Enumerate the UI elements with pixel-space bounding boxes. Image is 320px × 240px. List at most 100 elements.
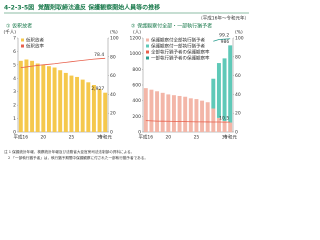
bar — [216, 117, 221, 132]
bar — [166, 94, 171, 132]
y-tick-label: 5 — [13, 62, 16, 68]
bar — [103, 92, 108, 132]
y-tick-label: 4 — [13, 76, 16, 82]
x-tick-label: 平成16 — [13, 134, 28, 141]
y2-tick-label: 20 — [235, 111, 241, 117]
y-tick-label: 200 — [132, 114, 141, 120]
bar — [69, 75, 74, 132]
legend-label: 仮釈放率 — [26, 43, 44, 50]
bar — [58, 70, 63, 132]
y2-tick-label: 0 — [110, 130, 113, 136]
y-tick-label: 0 — [138, 130, 141, 136]
legend-swatch — [21, 44, 24, 48]
bar — [46, 66, 51, 132]
note: 注 1 保護統計年報，検察統計年報及び法務省大臣官房司法法制部の資料による。 — [4, 149, 134, 154]
bar — [80, 79, 85, 132]
legend-swatch — [21, 38, 24, 42]
bar — [24, 59, 29, 132]
bar — [183, 96, 188, 132]
bar — [200, 100, 205, 132]
y-tick-label: 1200 — [130, 36, 142, 42]
bar — [18, 60, 23, 133]
bar — [155, 91, 160, 132]
y2-tick-label: 60 — [235, 73, 241, 79]
legend-label: 保護観察付全部執行猶予者 — [151, 37, 205, 44]
bar — [177, 95, 182, 132]
y2-tick-label: 20 — [110, 111, 116, 117]
x-tick-label: 25 — [194, 135, 200, 141]
legend-swatch — [146, 38, 149, 42]
y2-tick-label: 80 — [110, 54, 116, 60]
panel-title: ① 仮釈放者 — [6, 23, 32, 30]
y-tick-label: 2 — [13, 103, 16, 109]
bar — [97, 89, 102, 132]
y-tick-label: 3 — [13, 89, 16, 95]
y-tick-label: 800 — [132, 67, 141, 73]
bar — [171, 95, 176, 132]
y2-tick-label: 40 — [110, 92, 116, 98]
value-label: 986 — [221, 39, 230, 45]
y2-tick-label: 0 — [235, 130, 238, 136]
y-tick-label: 1 — [13, 116, 16, 122]
bar — [211, 78, 216, 109]
bar — [205, 102, 210, 132]
legend-swatch — [146, 50, 149, 54]
legend-label: 全部執行猶予者の保護観察率 — [151, 49, 210, 56]
value-label: 10.5 — [219, 116, 229, 122]
bar — [52, 67, 57, 132]
bar — [228, 45, 233, 123]
x-tick-label: 25 — [69, 135, 75, 141]
panel-title: ② 保護観察付全部・一部執行猶予者 — [131, 23, 212, 30]
y-tick-label: 400 — [132, 98, 141, 104]
period: （平成16年～令和元年） — [198, 15, 249, 22]
bar — [91, 85, 96, 132]
legend-swatch — [146, 56, 149, 60]
bar — [188, 98, 193, 132]
y-tick-label: 6 — [13, 49, 16, 55]
value-label: 2,927 — [91, 86, 104, 92]
figure-title: 覚醒剤取締法違反 保護観察開始人員等の推移 — [37, 4, 160, 12]
y2-tick-label: 40 — [235, 92, 241, 98]
legend-label: 一部執行猶予者の保護観察率 — [151, 55, 210, 62]
y2-axis-label: (%) — [110, 30, 118, 36]
value-label: 78.4 — [94, 52, 104, 58]
bar — [75, 76, 80, 132]
legend-label: 保護観察付一部執行猶予者 — [151, 43, 205, 50]
y2-tick-label: 100 — [110, 36, 119, 42]
bar — [149, 89, 154, 132]
x-tick-label: 30 — [222, 135, 228, 141]
bar — [194, 99, 199, 132]
x-tick-label: 20 — [165, 135, 171, 141]
bar — [63, 72, 68, 132]
figure-number: 4-2-3-5図 — [4, 4, 34, 12]
bar — [86, 82, 91, 132]
x-tick-label: 30 — [97, 135, 103, 141]
note: 2 「一部執行猶予者」は，執行猶予期間中保護観察に付された一部執行猶予者である。 — [8, 155, 148, 160]
x-tick-label: 令和元 — [98, 134, 112, 141]
y-tick-label: 600 — [132, 83, 141, 89]
y2-tick-label: 100 — [235, 36, 244, 42]
line — [213, 38, 231, 42]
bar — [160, 92, 165, 132]
y-tick-label: 7 — [13, 36, 16, 42]
legend-label: 仮釈放者 — [26, 37, 44, 44]
y2-tick-label: 80 — [235, 54, 241, 60]
y2-tick-label: 60 — [110, 73, 116, 79]
bar — [143, 88, 148, 132]
y2-axis-label: (%) — [235, 30, 243, 36]
bar — [35, 63, 40, 133]
value-label: 99.2 — [219, 32, 229, 38]
bar — [222, 121, 227, 132]
x-tick-label: 20 — [40, 135, 46, 141]
y-axis-label: (人) — [133, 30, 141, 36]
bar — [41, 64, 46, 132]
line — [145, 120, 231, 123]
y-tick-label: 1000 — [130, 51, 142, 57]
bar — [228, 122, 233, 132]
legend-swatch — [146, 44, 149, 48]
bar — [30, 60, 35, 133]
x-tick-label: 令和元 — [223, 134, 237, 141]
line — [20, 57, 106, 69]
y-tick-label: 0 — [13, 130, 16, 136]
x-tick-label: 平成16 — [138, 134, 153, 141]
